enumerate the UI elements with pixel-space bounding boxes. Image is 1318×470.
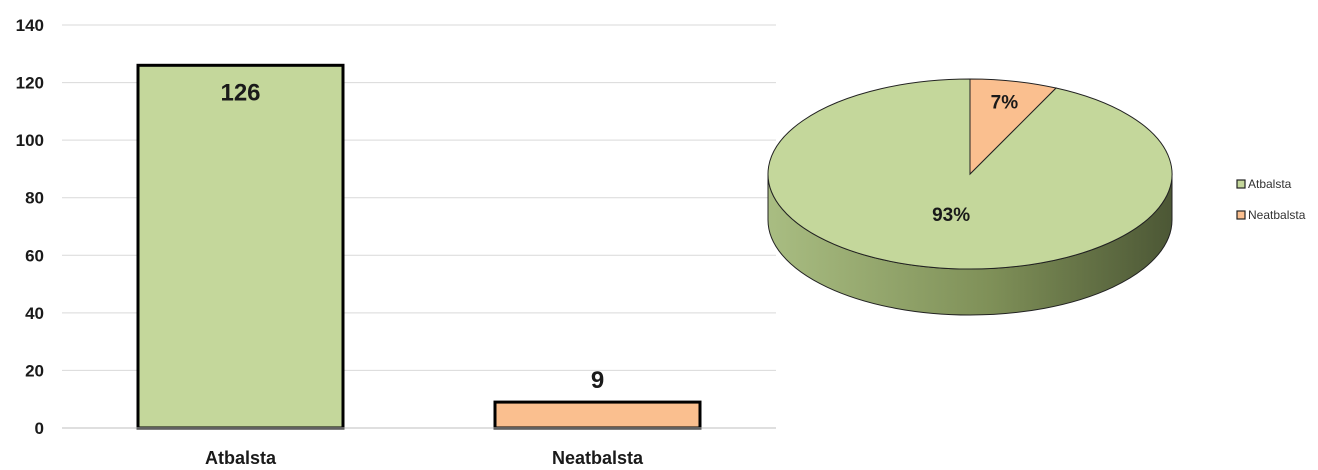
bar-y-axis-ticks: 0 20 40 60 80 100 120 140 [16,16,44,438]
legend-swatch-neatbalsta [1236,210,1246,220]
bar-y-tick-label: 100 [16,131,44,150]
bar-series [136,63,702,430]
legend-swatch-atbalsta [1236,179,1246,189]
bar-x-axis-ticks: Atbalsta Neatbalsta [205,448,644,468]
bar-y-tick-label: 80 [25,189,44,208]
bar-y-tick-label: 0 [35,419,44,438]
pie-chart: 93% 7% [767,78,1173,316]
pie-slice-neatbalsta [969,78,1058,176]
bar-y-tick-label: 60 [25,246,44,265]
bar-chart: 0 20 40 60 80 100 120 140 Atbalsta Neatbalsta 12… [16,16,776,468]
bar-data-label: 9 [591,367,604,394]
pie-data-label-atbalsta: 93% [932,205,970,226]
bar-neatbalsta [493,400,702,430]
pie-legend: Atbalsta Neatbalsta [1236,177,1306,222]
bar-x-tick-label: Neatbalsta [552,448,644,465]
pie-data-label-neatbalsta: 7% [991,93,1019,114]
bar-y-tick-label: 20 [25,361,44,380]
bar-atbalsta [136,63,345,430]
bar-data-labels: 126 9 [220,79,604,394]
bar-y-tick-label: 40 [25,304,44,323]
bar-data-label: 126 [220,79,260,106]
bar-x-tick-label: Atbalsta [205,448,277,465]
legend-label-atbalsta: Atbalsta [1248,177,1292,191]
bar-y-tick-label: 140 [16,16,44,35]
legend-label-neatbalsta: Neatbalsta [1248,208,1306,222]
bar-y-tick-label: 120 [16,74,44,93]
